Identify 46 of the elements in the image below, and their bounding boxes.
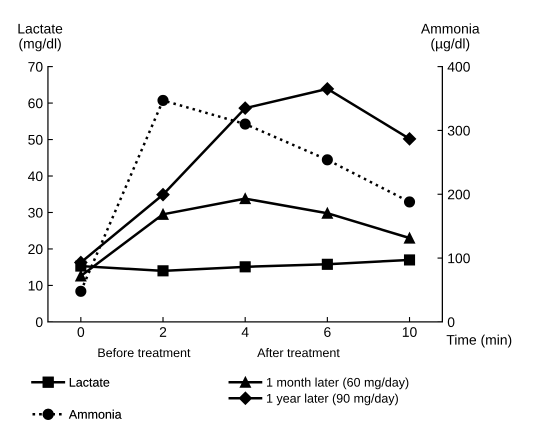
legend-label: Ammonia (68, 410, 122, 419)
x-tick-label: 4 (242, 327, 249, 337)
y-tick-label: 70 (28, 62, 43, 72)
y2-axis-title: Ammonia (µg/dl) (420, 23, 480, 52)
point (404, 254, 416, 266)
text: After treatment (257, 348, 340, 358)
y-tick-label: 60 (28, 98, 43, 108)
y2-tick-label: 100 (448, 253, 470, 264)
y2-tick-label: 300 (448, 126, 470, 136)
y-tick-label: 10 (28, 280, 43, 291)
x-axis-title: Time (min) (446, 334, 512, 348)
point (75, 270, 86, 282)
legend-label: Lactate (70, 378, 110, 387)
point (157, 94, 169, 106)
point (157, 208, 169, 220)
point (322, 208, 333, 219)
point (240, 118, 251, 130)
point (320, 82, 334, 96)
point (157, 265, 169, 276)
legend-label: 1 year later (90 mg/day) (266, 394, 398, 406)
text: Before treatment (98, 348, 190, 358)
point (404, 232, 416, 244)
point (240, 193, 251, 204)
x-tick-label: 2 (160, 327, 166, 337)
point (322, 154, 333, 166)
y2-tick-label: 400 (448, 62, 470, 72)
point (75, 260, 86, 272)
y-tick-label: 50 (28, 134, 43, 145)
y-tick-label: 0 (36, 317, 43, 328)
point (75, 286, 86, 297)
x-tick-label: 6 (324, 327, 331, 337)
point (156, 188, 170, 202)
point (402, 132, 416, 146)
x-tick-label: 10 (402, 327, 417, 337)
y-axis-title: Lactate (mg/dl) (18, 24, 62, 52)
point (322, 258, 333, 270)
point (240, 261, 251, 272)
point (404, 196, 416, 208)
legend-label: 1 month later (60 mg/day) (266, 378, 408, 390)
y2-tick-label: 200 (448, 190, 470, 200)
y-tick-label: 20 (28, 244, 43, 254)
point (238, 102, 252, 115)
y2-tick-label: 0 (448, 317, 454, 328)
y-tick-label: 30 (28, 208, 43, 218)
x-tick-label: 0 (78, 327, 84, 337)
y-tick-label: 40 (28, 171, 43, 182)
